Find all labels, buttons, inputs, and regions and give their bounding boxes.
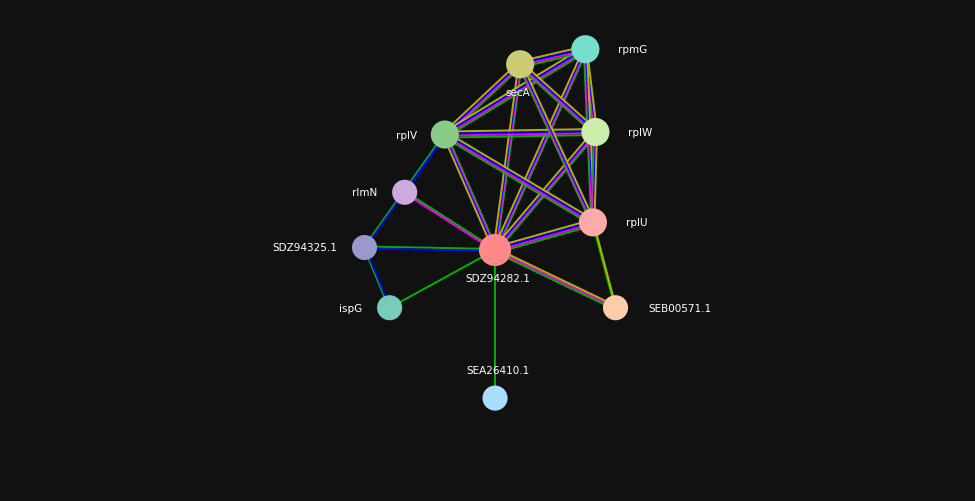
Text: SEA26410.1: SEA26410.1: [466, 366, 529, 376]
Circle shape: [579, 209, 607, 237]
Circle shape: [603, 296, 628, 321]
Text: rlmN: rlmN: [352, 188, 377, 198]
Circle shape: [431, 121, 459, 149]
Text: SDZ94282.1: SDZ94282.1: [465, 273, 530, 283]
Text: SEB00571.1: SEB00571.1: [648, 303, 712, 313]
Circle shape: [392, 180, 417, 205]
Text: SDZ94325.1: SDZ94325.1: [272, 243, 337, 253]
Text: rplW: rplW: [628, 128, 652, 138]
Text: secA: secA: [505, 88, 530, 98]
Circle shape: [377, 296, 402, 321]
Circle shape: [581, 119, 609, 147]
Text: rpmG: rpmG: [618, 45, 647, 55]
Circle shape: [506, 51, 534, 79]
Circle shape: [352, 235, 377, 261]
Circle shape: [483, 386, 508, 411]
Circle shape: [571, 36, 600, 64]
Text: rplU: rplU: [626, 218, 647, 228]
Circle shape: [479, 234, 511, 267]
Text: ispG: ispG: [338, 303, 362, 313]
Text: rplV: rplV: [396, 130, 417, 140]
